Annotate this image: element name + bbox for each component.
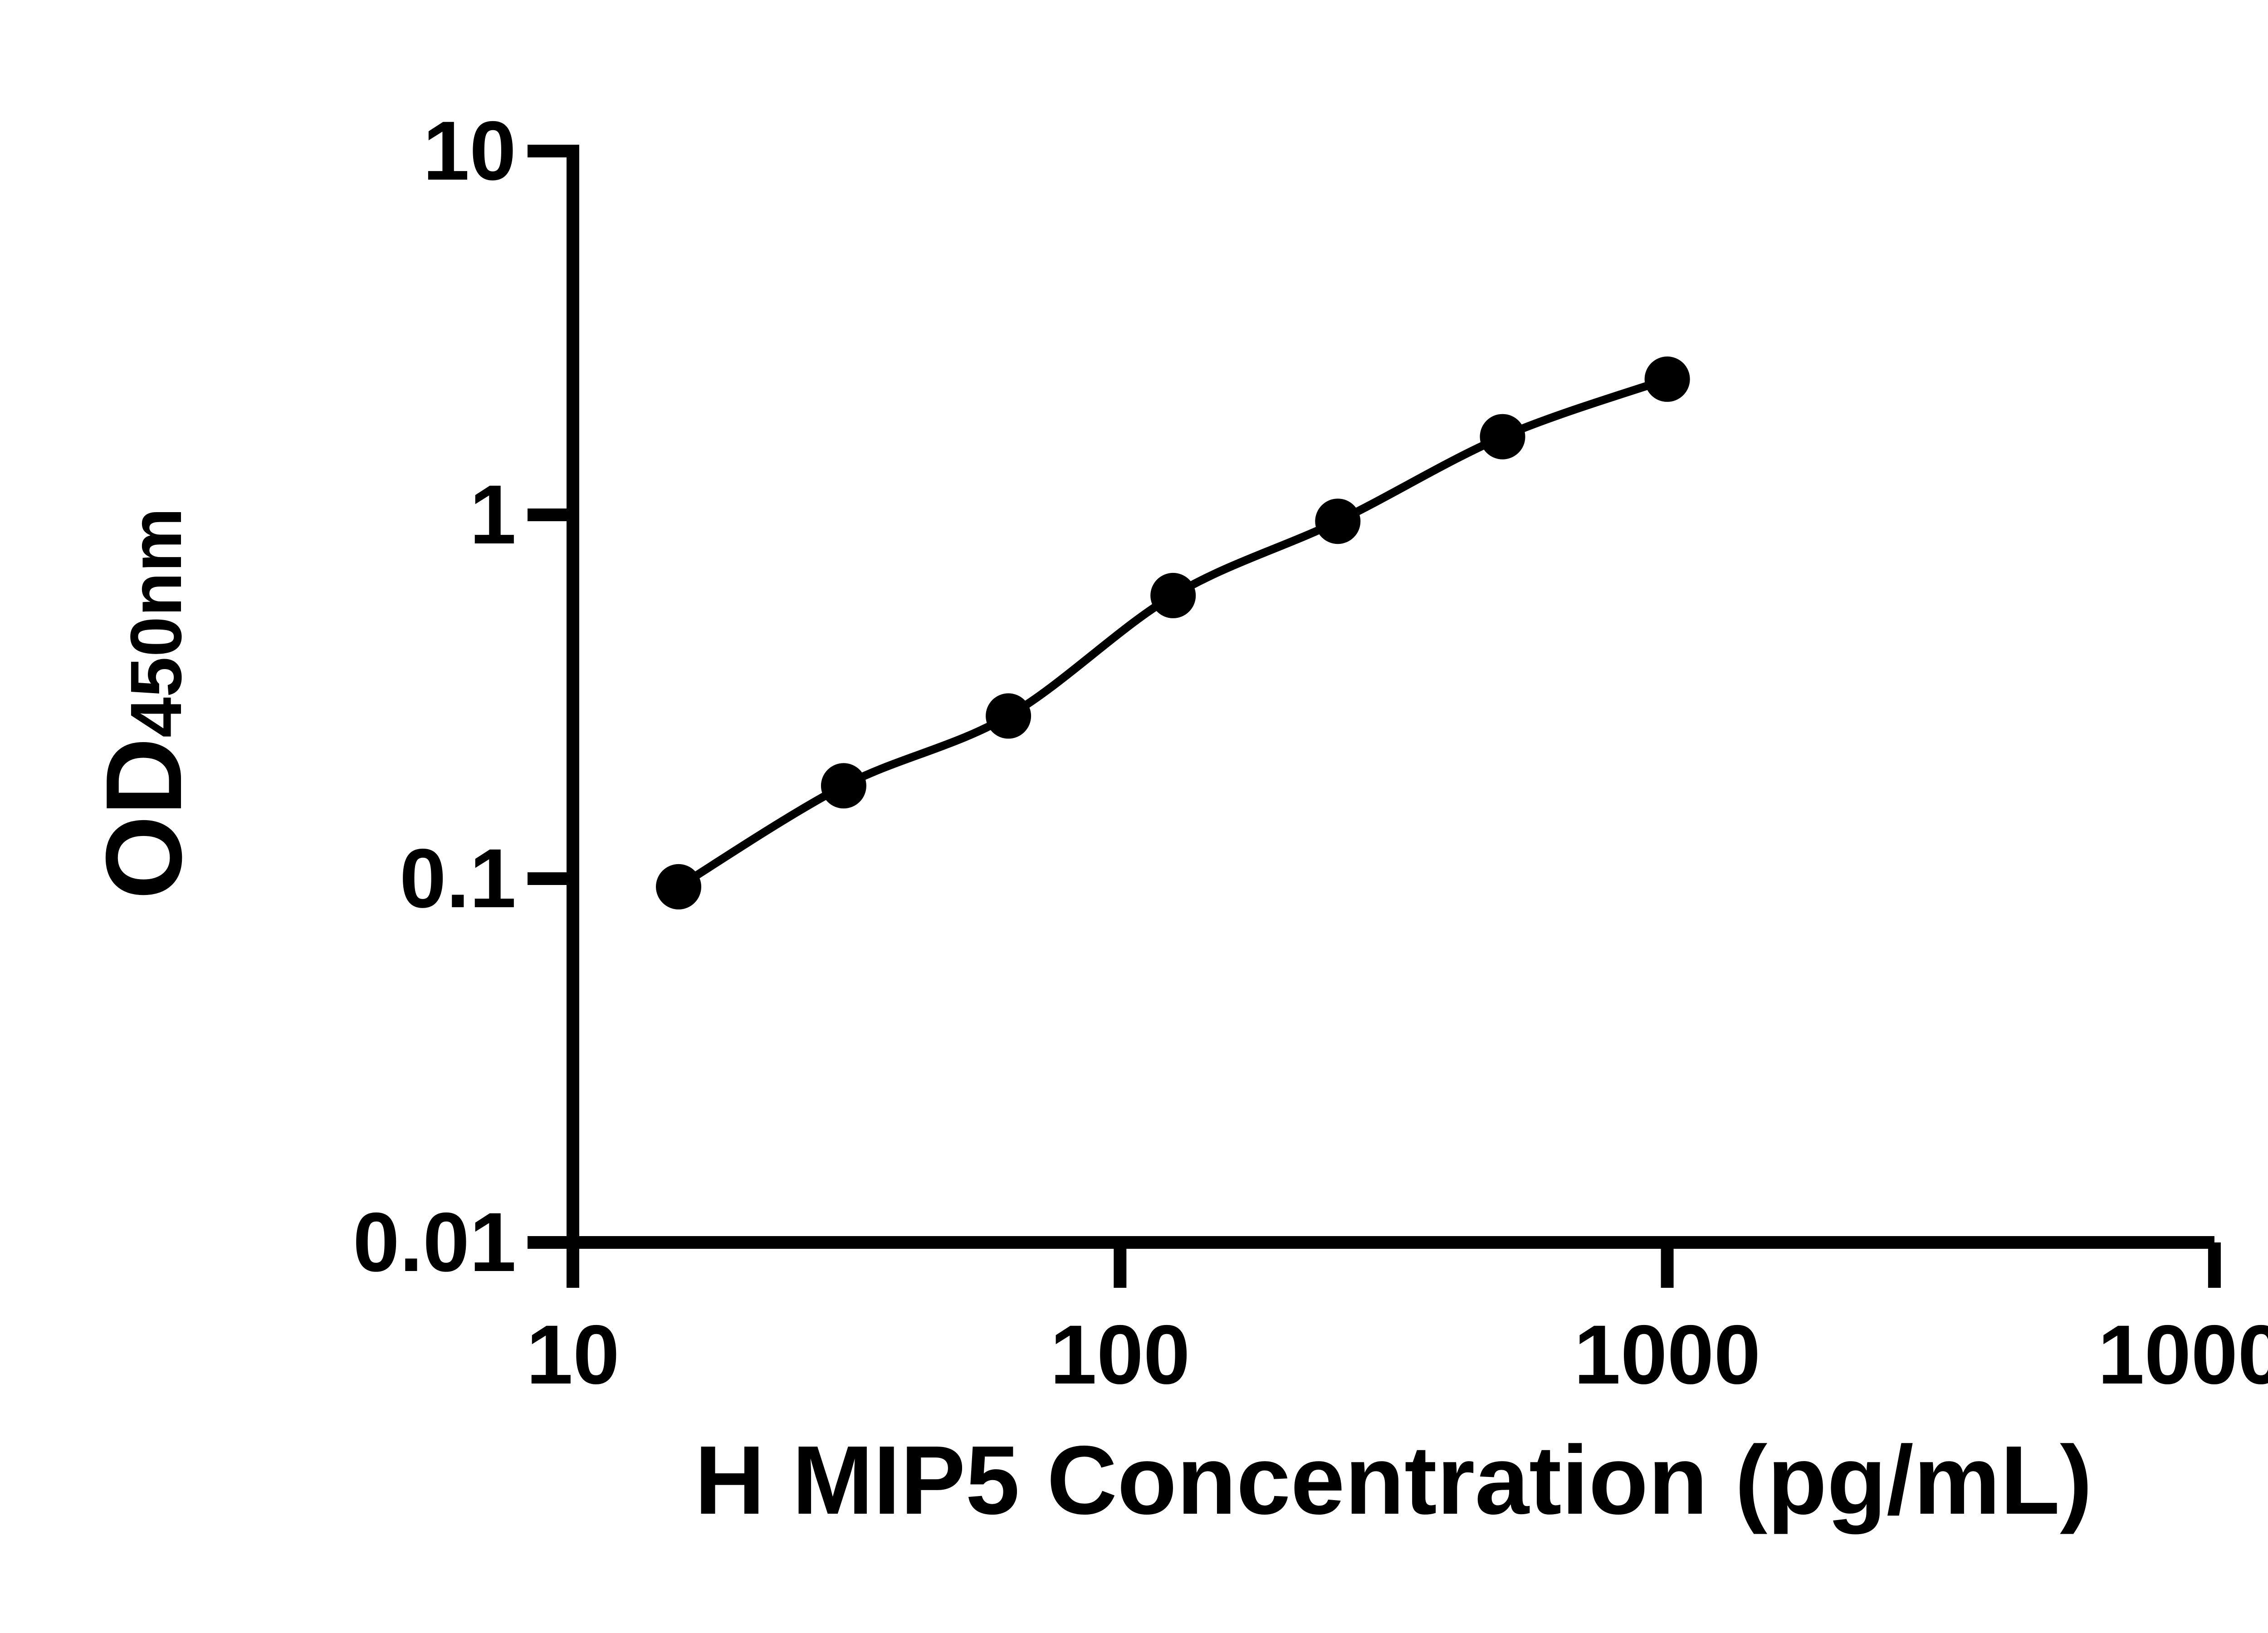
data-point-marker bbox=[1480, 414, 1525, 460]
data-point-marker bbox=[986, 693, 1031, 739]
data-point-marker bbox=[656, 864, 701, 909]
y-tick-label: 1 bbox=[469, 468, 516, 562]
data-point-marker bbox=[1644, 356, 1690, 402]
axes bbox=[528, 145, 2214, 1288]
y-axis-title: OD450nm bbox=[84, 508, 204, 900]
x-tick-label: 10000 bbox=[2098, 1308, 2268, 1402]
x-tick-label: 1000 bbox=[1574, 1308, 1761, 1402]
y-tick-label: 0.01 bbox=[353, 1196, 516, 1289]
y-tick-label: 0.1 bbox=[400, 832, 516, 925]
tick-marks bbox=[528, 145, 2221, 1288]
y-axis-title-subscript: 450nm bbox=[115, 508, 196, 738]
x-tick-label: 10 bbox=[526, 1308, 620, 1402]
y-axis-title-main: OD bbox=[84, 738, 204, 900]
tick-labels: 10 100 1000 10000 10 1 0.1 0.01 bbox=[353, 104, 2268, 1402]
standard-curve-fit-line bbox=[675, 375, 1672, 891]
data-point-marker bbox=[1150, 572, 1196, 618]
data-point-marker bbox=[1315, 499, 1361, 544]
data-point-marker bbox=[821, 763, 866, 809]
data-series bbox=[656, 356, 1690, 909]
x-tick-label: 100 bbox=[1050, 1308, 1190, 1402]
y-tick-label: 10 bbox=[423, 104, 516, 198]
x-axis-title: H MIP5 Concentration (pg/mL) bbox=[694, 1425, 2092, 1535]
